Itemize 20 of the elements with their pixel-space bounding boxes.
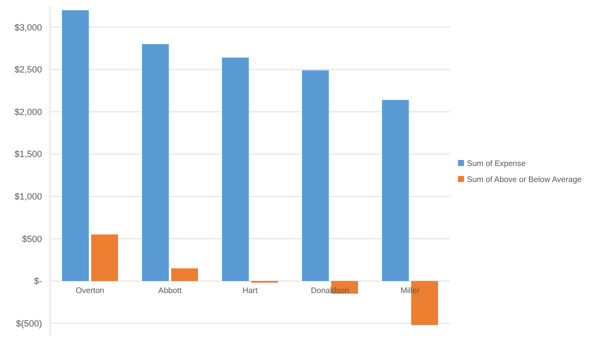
bar (142, 44, 169, 281)
bar (222, 58, 249, 281)
bar (302, 70, 329, 281)
y-tick-label: $1,000 (14, 192, 42, 202)
x-tick-label: Abbott (158, 286, 182, 295)
y-tick-label: $- (34, 276, 42, 286)
legend-label: Sum of Above or Below Average (467, 174, 582, 184)
bar (171, 268, 198, 281)
y-tick-label: $(500) (16, 318, 42, 328)
legend-label: Sum of Expense (467, 158, 526, 168)
y-tick-label: $2,000 (14, 106, 42, 117)
bar (62, 10, 89, 281)
bar (91, 234, 118, 281)
y-tick-label: $1,500 (14, 149, 42, 160)
y-tick-label: $500 (22, 234, 42, 244)
x-tick-label: Overton (76, 286, 104, 295)
x-tick-label: Hart (242, 286, 258, 295)
y-tick-label: $3,000 (14, 22, 42, 32)
bar (382, 100, 409, 281)
y-tick-label: $2,500 (14, 64, 42, 75)
